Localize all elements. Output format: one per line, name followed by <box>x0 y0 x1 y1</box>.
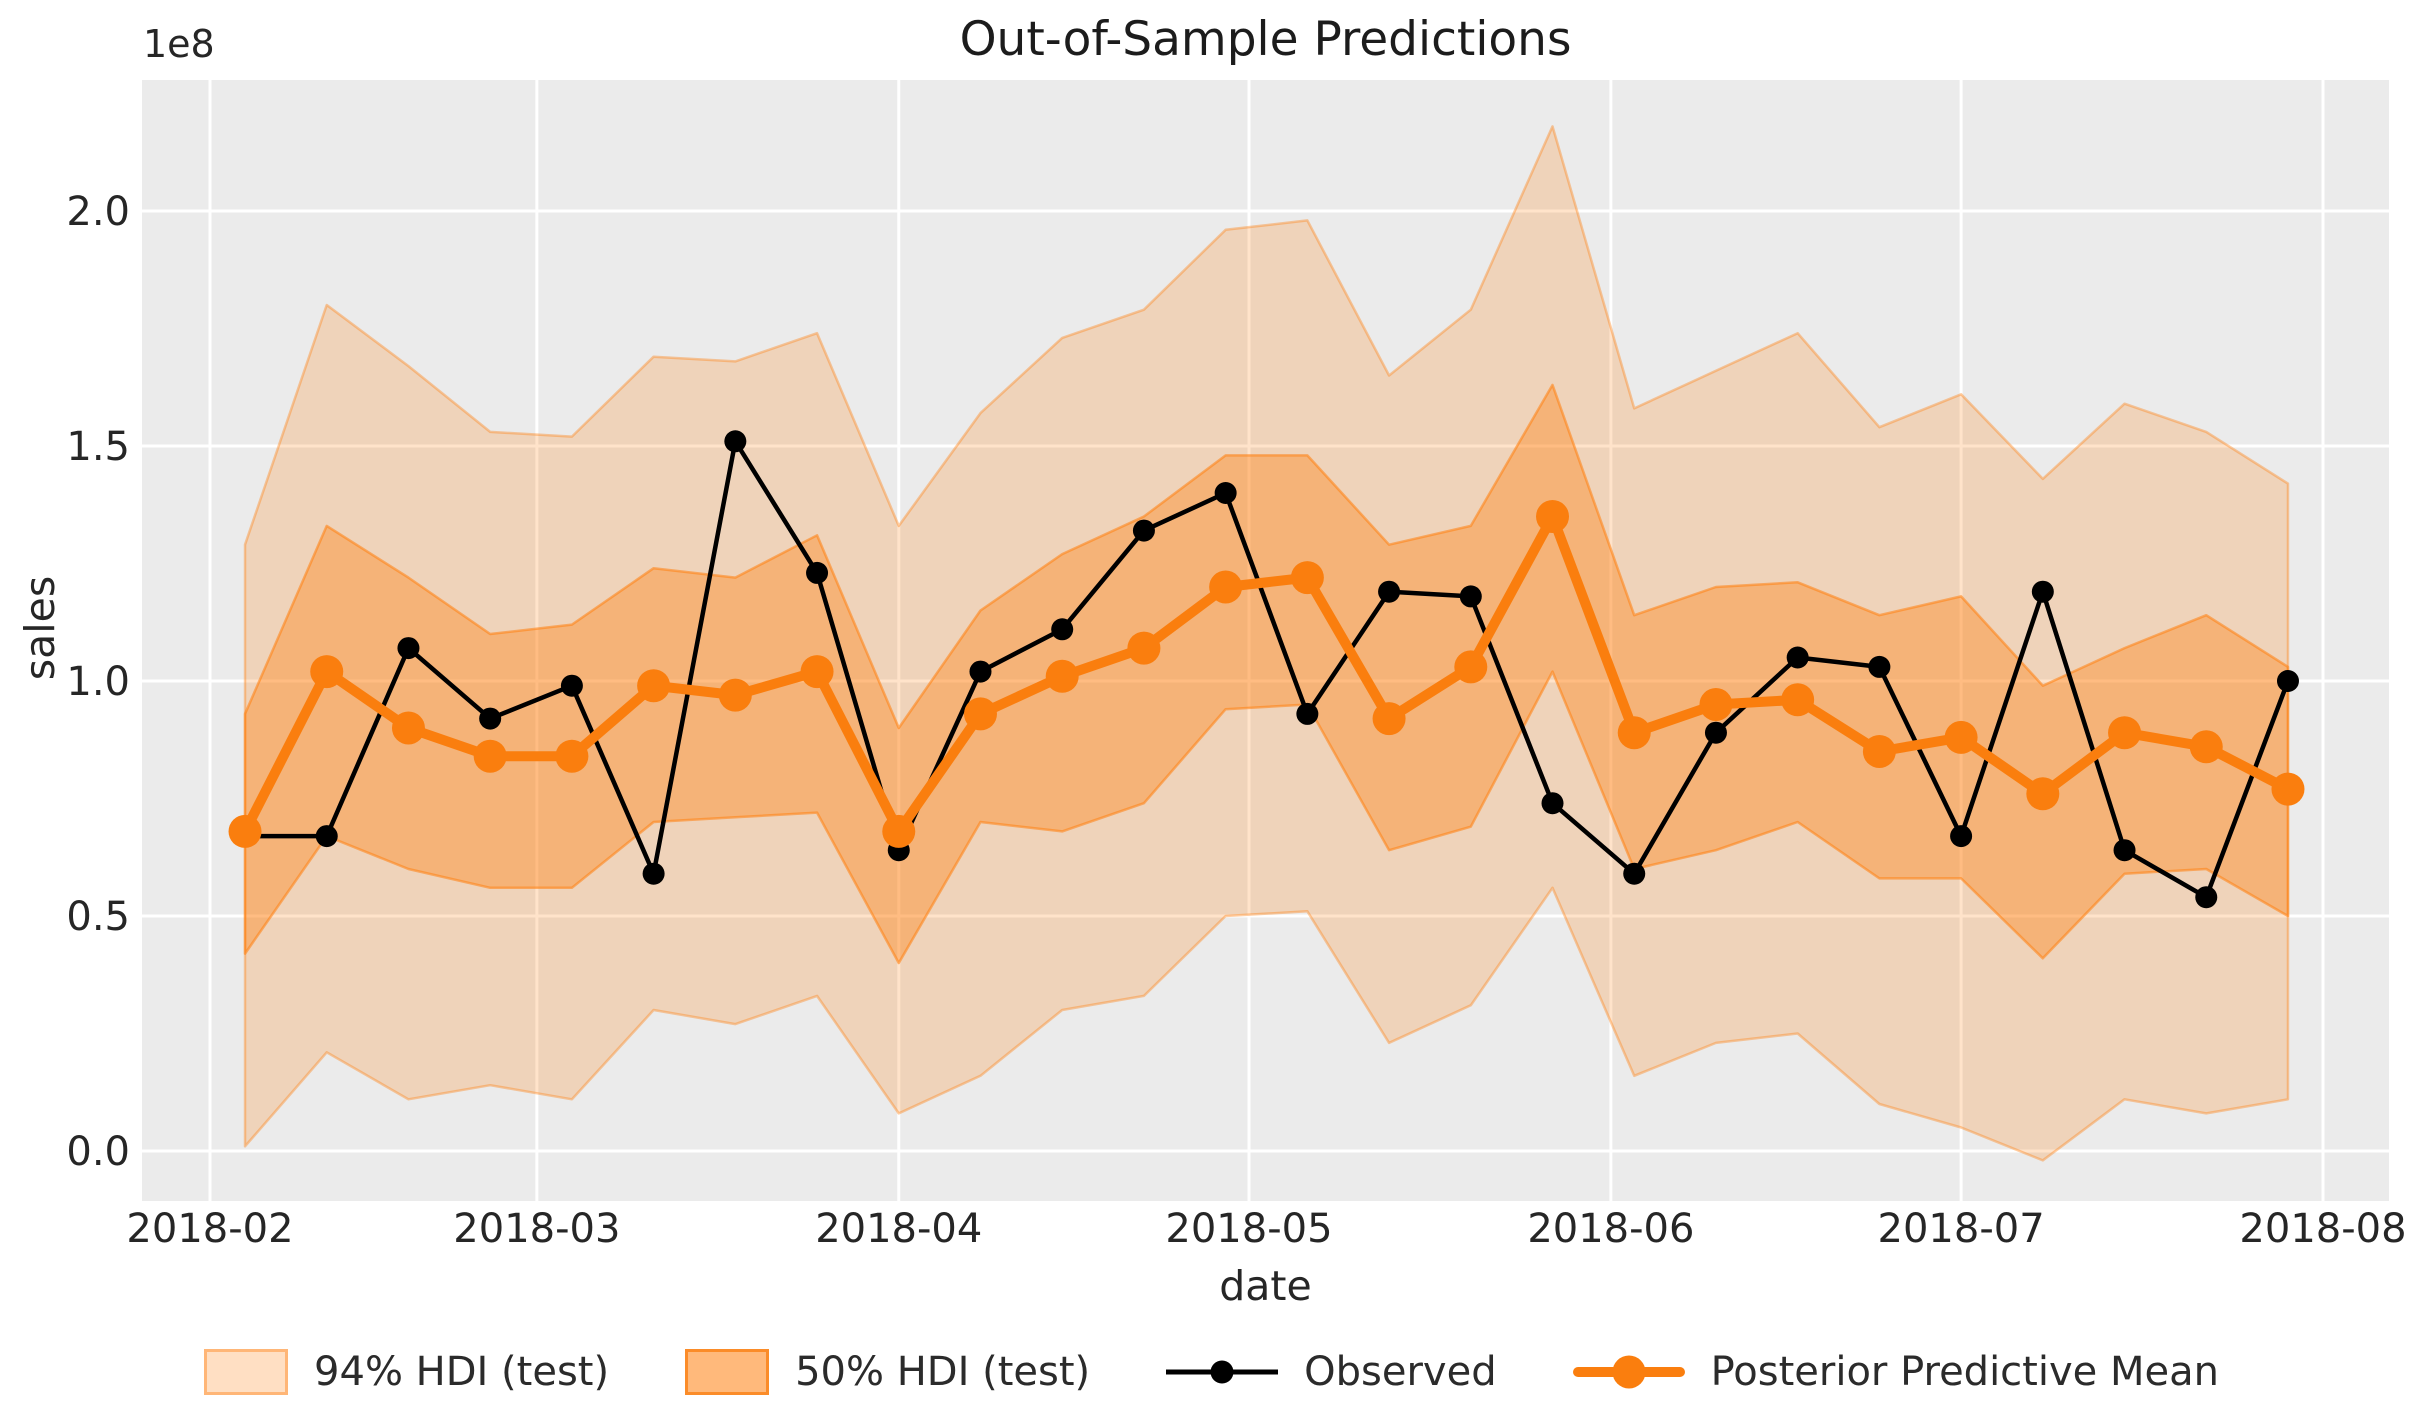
observed-marker <box>969 660 992 683</box>
chart-title: Out-of-Sample Predictions <box>959 12 1572 67</box>
observed-marker <box>1296 702 1319 725</box>
posterior-marker <box>1617 716 1651 750</box>
y-tick-label: 1.5 <box>66 424 130 470</box>
legend-item-hdi50: 50% HDI (test) <box>685 1349 1090 1395</box>
posterior-marker <box>310 655 344 689</box>
hdi94-swatch-icon <box>204 1349 289 1395</box>
posterior-marker <box>2026 777 2060 811</box>
posterior-marker <box>882 814 916 848</box>
observed-line <box>242 439 2291 900</box>
observed-marker <box>806 561 829 584</box>
legend-label-hdi94: 94% HDI (test) <box>314 1349 610 1395</box>
legend-item-hdi94: 94% HDI (test) <box>204 1349 609 1395</box>
posterior-marker <box>718 678 752 712</box>
legend-label-observed: Observed <box>1304 1349 1497 1395</box>
observed-line-icon <box>1166 1354 1279 1390</box>
observed-marker <box>724 430 747 453</box>
observed-marker <box>397 637 420 660</box>
observed-marker <box>2113 839 2136 862</box>
y-axis-label: sales <box>16 575 64 681</box>
observed-marker <box>1541 792 1564 815</box>
hdi50-band <box>243 383 2290 965</box>
plot-background <box>142 80 2389 1201</box>
legend-item-posterior: Posterior Predictive Mean <box>1572 1349 2219 1395</box>
observed-marker <box>560 674 583 697</box>
observed-marker <box>1786 646 1809 669</box>
posterior-marker <box>391 711 425 745</box>
observed-marker <box>2195 886 2218 909</box>
y-axis-offset-label: 1e8 <box>143 22 215 66</box>
posterior-marker <box>1045 659 1079 693</box>
observed-marker <box>1623 862 1646 885</box>
posterior-marker <box>2189 730 2223 764</box>
posterior-marker <box>1127 631 1161 665</box>
posterior-marker <box>1699 688 1733 721</box>
y-tick-label: 0.0 <box>66 1129 130 1175</box>
posterior-marker <box>2108 716 2142 750</box>
observed-marker <box>1868 655 1891 678</box>
posterior-marker <box>963 697 997 731</box>
posterior-marker <box>1372 702 1406 736</box>
posterior-marker <box>1209 570 1243 604</box>
x-tick-label: 2018-06 <box>1527 1206 1694 1252</box>
observed-marker <box>1051 618 1074 641</box>
observed-marker <box>479 707 502 730</box>
hdi50-swatch-icon <box>685 1349 770 1395</box>
legend-label-posterior: Posterior Predictive Mean <box>1710 1349 2219 1395</box>
legend-label-hdi50: 50% HDI (test) <box>795 1349 1091 1395</box>
posterior-marker <box>1536 500 1570 533</box>
x-tick-label: 2018-08 <box>2239 1206 2406 1252</box>
posterior-marker <box>1290 561 1324 595</box>
posterior-line-icon <box>1572 1354 1685 1390</box>
observed-marker <box>1214 482 1237 504</box>
hdi94-band <box>243 125 2290 1162</box>
observed-marker <box>1132 519 1155 542</box>
posterior-marker <box>1862 735 1896 768</box>
legend: 94% HDI (test) 50% HDI (test) Observed P… <box>0 1336 2423 1408</box>
observed-marker <box>1378 580 1401 603</box>
y-tick-label: 0.5 <box>66 894 130 940</box>
posterior-marker <box>228 814 262 848</box>
posterior-marker <box>473 739 507 773</box>
observed-marker <box>1459 585 1482 608</box>
y-tick-label: 2.0 <box>66 189 130 235</box>
posterior-marker <box>800 655 834 689</box>
posterior-marker <box>1781 683 1815 717</box>
x-tick-label: 2018-05 <box>1165 1206 1332 1252</box>
x-axis-label: date <box>1219 1262 1312 1310</box>
x-tick-label: 2018-03 <box>453 1206 620 1252</box>
posterior-marker <box>2271 772 2305 806</box>
legend-item-observed: Observed <box>1166 1349 1497 1395</box>
observed-marker <box>1950 825 1973 848</box>
x-tick-label: 2018-04 <box>815 1206 982 1252</box>
posterior-marker <box>555 739 589 773</box>
observed-marker <box>642 862 665 885</box>
posterior-marker <box>637 669 671 703</box>
x-tick-label: 2018-02 <box>126 1206 293 1252</box>
observed-marker <box>1704 721 1727 744</box>
x-tick-label: 2018-07 <box>1878 1206 2045 1252</box>
posterior-marker <box>1944 720 1978 754</box>
observed-marker <box>2031 580 2054 603</box>
y-tick-label: 1.0 <box>66 659 130 705</box>
posterior-marker <box>1454 650 1488 684</box>
observed-marker <box>315 825 338 848</box>
observed-marker <box>2276 670 2299 692</box>
